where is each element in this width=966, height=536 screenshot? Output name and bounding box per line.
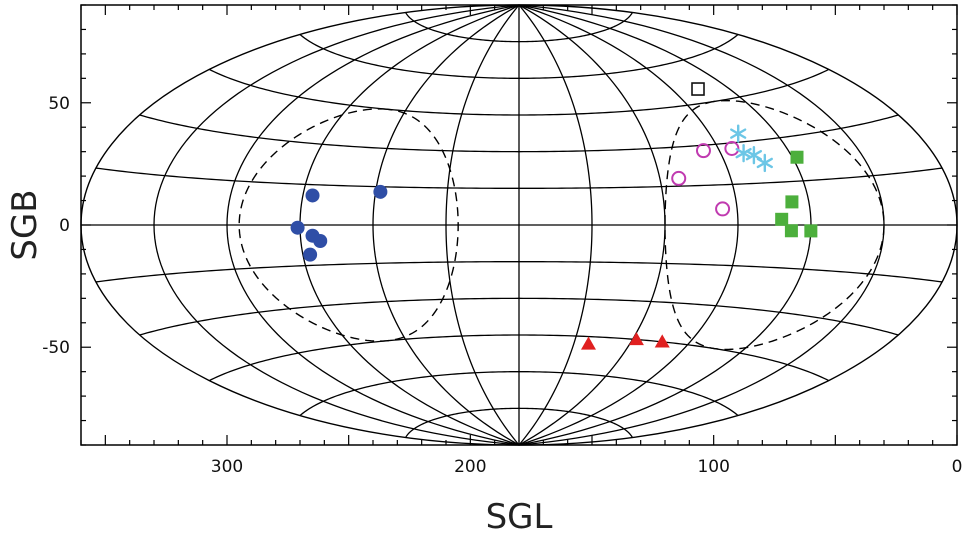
data-point-open-circle xyxy=(695,143,711,159)
tick-labels: 300 200 100 0 50 0 -50 xyxy=(42,94,962,477)
data-point-filled-circle xyxy=(303,247,318,262)
data-point-open-circle xyxy=(671,170,687,186)
data-point-filled-triangle xyxy=(580,336,596,350)
y-tick-label: 0 xyxy=(59,216,70,236)
grid-parallel xyxy=(299,371,739,417)
coordinate-grid xyxy=(80,4,958,446)
data-point-asterisk xyxy=(745,145,763,165)
data-point-filled-triangle xyxy=(628,332,644,346)
y-axis-label: SGB xyxy=(5,189,45,260)
dashed-circle xyxy=(664,99,885,351)
data-markers xyxy=(290,82,818,350)
data-point-open-circle xyxy=(724,140,740,156)
y-tick-label: -50 xyxy=(42,338,70,358)
data-point-filled-circle xyxy=(313,233,328,248)
data-point-filled-circle xyxy=(305,188,320,203)
dashed-circles xyxy=(238,99,885,351)
grid-parallel xyxy=(299,33,739,79)
dashed-circle xyxy=(238,108,459,342)
data-point-open-square xyxy=(691,82,705,96)
grid-parallel xyxy=(95,261,943,283)
data-point-asterisk xyxy=(735,143,752,163)
grid-parallel xyxy=(405,12,633,43)
asterisk-stroke xyxy=(735,147,752,159)
grid-parallel xyxy=(95,167,943,189)
data-point-filled-square xyxy=(804,224,818,238)
x-tick-label: 100 xyxy=(697,457,729,477)
x-tick-label: 300 xyxy=(211,457,243,477)
grid-parallel xyxy=(209,68,829,116)
asterisk-stroke xyxy=(745,149,763,161)
grid-parallel xyxy=(405,407,633,438)
grid-parallel xyxy=(209,334,829,382)
data-point-filled-square xyxy=(790,150,804,164)
data-point-filled-square xyxy=(775,212,789,226)
data-point-asterisk xyxy=(730,124,747,143)
grid-parallel xyxy=(139,297,899,336)
asterisk-stroke xyxy=(756,157,773,169)
grid-parallel xyxy=(139,114,899,153)
asterisk-stroke xyxy=(730,128,747,139)
x-tick-label: 0 xyxy=(952,457,963,477)
data-point-filled-circle xyxy=(373,184,388,199)
data-point-filled-square xyxy=(784,224,798,238)
y-tick-label: 50 xyxy=(48,94,70,114)
x-axis-label: SGL xyxy=(486,497,553,536)
data-point-filled-circle xyxy=(290,220,305,235)
data-point-filled-triangle xyxy=(654,334,670,348)
data-point-asterisk xyxy=(756,153,773,173)
data-point-open-circle xyxy=(715,201,731,217)
x-tick-label: 200 xyxy=(454,457,486,477)
data-point-filled-square xyxy=(785,195,799,209)
axis-ticks xyxy=(80,4,958,446)
